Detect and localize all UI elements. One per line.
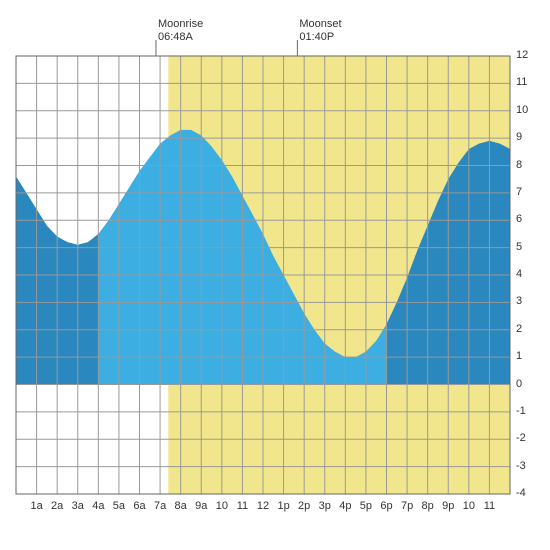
x-axis-label: 11 xyxy=(484,500,495,512)
y-axis-label: 7 xyxy=(516,186,522,198)
y-axis-label: -3 xyxy=(516,460,526,472)
y-axis-label: 6 xyxy=(516,213,522,225)
y-axis-label: 8 xyxy=(516,159,522,171)
y-axis-label: 2 xyxy=(516,323,522,335)
x-axis-label: 7a xyxy=(154,500,166,512)
x-axis-label: 4a xyxy=(92,500,104,512)
x-axis-label: 9a xyxy=(195,500,207,512)
y-axis-label: 4 xyxy=(516,268,522,280)
y-axis-label: 3 xyxy=(516,295,522,307)
x-axis-label: 8p xyxy=(422,500,434,512)
y-axis-label: 0 xyxy=(516,378,522,390)
x-axis-label: 5p xyxy=(360,500,372,512)
x-axis-label: 6a xyxy=(133,500,145,512)
x-axis-label: 7p xyxy=(401,500,413,512)
y-axis-label: 9 xyxy=(516,131,522,143)
y-axis-label: 12 xyxy=(516,49,528,61)
x-axis-label: 2p xyxy=(298,500,310,512)
x-axis-label: 2a xyxy=(51,500,63,512)
x-axis-label: 3a xyxy=(72,500,84,512)
x-axis-label: 9p xyxy=(442,500,454,512)
moonrise-title: Moonrise xyxy=(158,18,203,31)
x-axis-label: 1a xyxy=(30,500,42,512)
x-axis-label: 10 xyxy=(216,500,228,512)
y-axis-label: 10 xyxy=(516,104,528,116)
moonset-title: Moonset xyxy=(299,18,341,31)
y-axis-label: 1 xyxy=(516,350,522,362)
moonset-time: 01:40P xyxy=(299,31,341,44)
moonrise-time: 06:48A xyxy=(158,31,203,44)
chart-canvas xyxy=(0,0,550,550)
moonset-annotation: Moonset01:40P xyxy=(299,18,341,44)
x-axis-label: 12 xyxy=(257,500,269,512)
x-axis-label: 5a xyxy=(113,500,125,512)
tide-chart: -4-3-2-101234567891011121a2a3a4a5a6a7a8a… xyxy=(0,0,550,550)
x-axis-label: 4p xyxy=(339,500,351,512)
y-axis-label: -2 xyxy=(516,432,526,444)
y-axis-label: 5 xyxy=(516,241,522,253)
moonrise-annotation: Moonrise06:48A xyxy=(158,18,203,44)
x-axis-label: 1p xyxy=(277,500,289,512)
x-axis-label: 11 xyxy=(237,500,248,512)
x-axis-label: 3p xyxy=(319,500,331,512)
y-axis-label: -4 xyxy=(516,487,526,499)
x-axis-label: 6p xyxy=(380,500,392,512)
x-axis-label: 8a xyxy=(175,500,187,512)
y-axis-label: 11 xyxy=(516,76,527,88)
y-axis-label: -1 xyxy=(516,405,526,417)
x-axis-label: 10 xyxy=(463,500,475,512)
